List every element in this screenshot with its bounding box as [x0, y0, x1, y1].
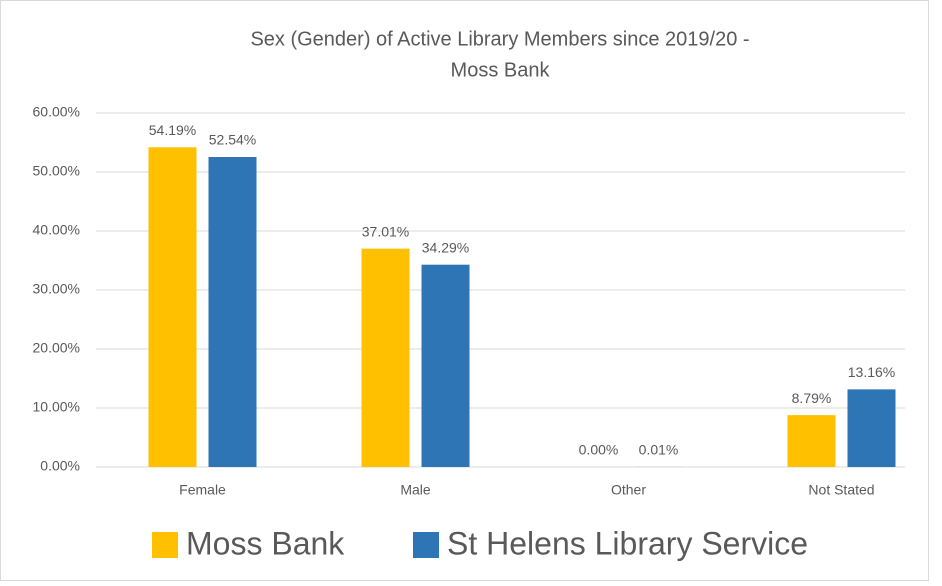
- x-tick-label: Female: [179, 482, 226, 498]
- y-tick-label: 10.00%: [33, 399, 80, 415]
- legend-swatch: [413, 532, 439, 558]
- data-label: 37.01%: [362, 223, 409, 239]
- bar: [361, 248, 410, 467]
- legend-swatch: [152, 532, 178, 558]
- y-tick-label: 30.00%: [33, 281, 80, 297]
- bar: [148, 147, 197, 468]
- data-label: 34.29%: [422, 239, 469, 255]
- data-label: 0.01%: [639, 442, 679, 458]
- bar: [847, 389, 896, 467]
- x-tick-label: Male: [400, 482, 431, 498]
- legend-label: St Helens Library Service: [447, 525, 808, 561]
- y-tick-label: 20.00%: [33, 340, 80, 356]
- data-label: 13.16%: [848, 364, 895, 380]
- y-tick-label: 40.00%: [33, 222, 80, 238]
- bar: [421, 264, 470, 467]
- y-tick-label: 50.00%: [33, 163, 80, 179]
- data-label: 8.79%: [792, 390, 832, 406]
- x-tick-label: Other: [611, 482, 646, 498]
- bar: [208, 157, 257, 467]
- y-tick-label: 0.00%: [40, 458, 80, 474]
- data-label: 54.19%: [149, 122, 196, 138]
- y-tick-label: 60.00%: [33, 104, 80, 120]
- chart-title: Sex (Gender) of Active Library Members s…: [250, 28, 749, 50]
- x-tick-label: Not Stated: [808, 482, 874, 498]
- legend-label: Moss Bank: [186, 525, 345, 561]
- bar: [787, 415, 836, 467]
- chart-title: Moss Bank: [451, 59, 551, 81]
- data-label: 0.00%: [579, 442, 619, 458]
- data-label: 52.54%: [209, 132, 256, 148]
